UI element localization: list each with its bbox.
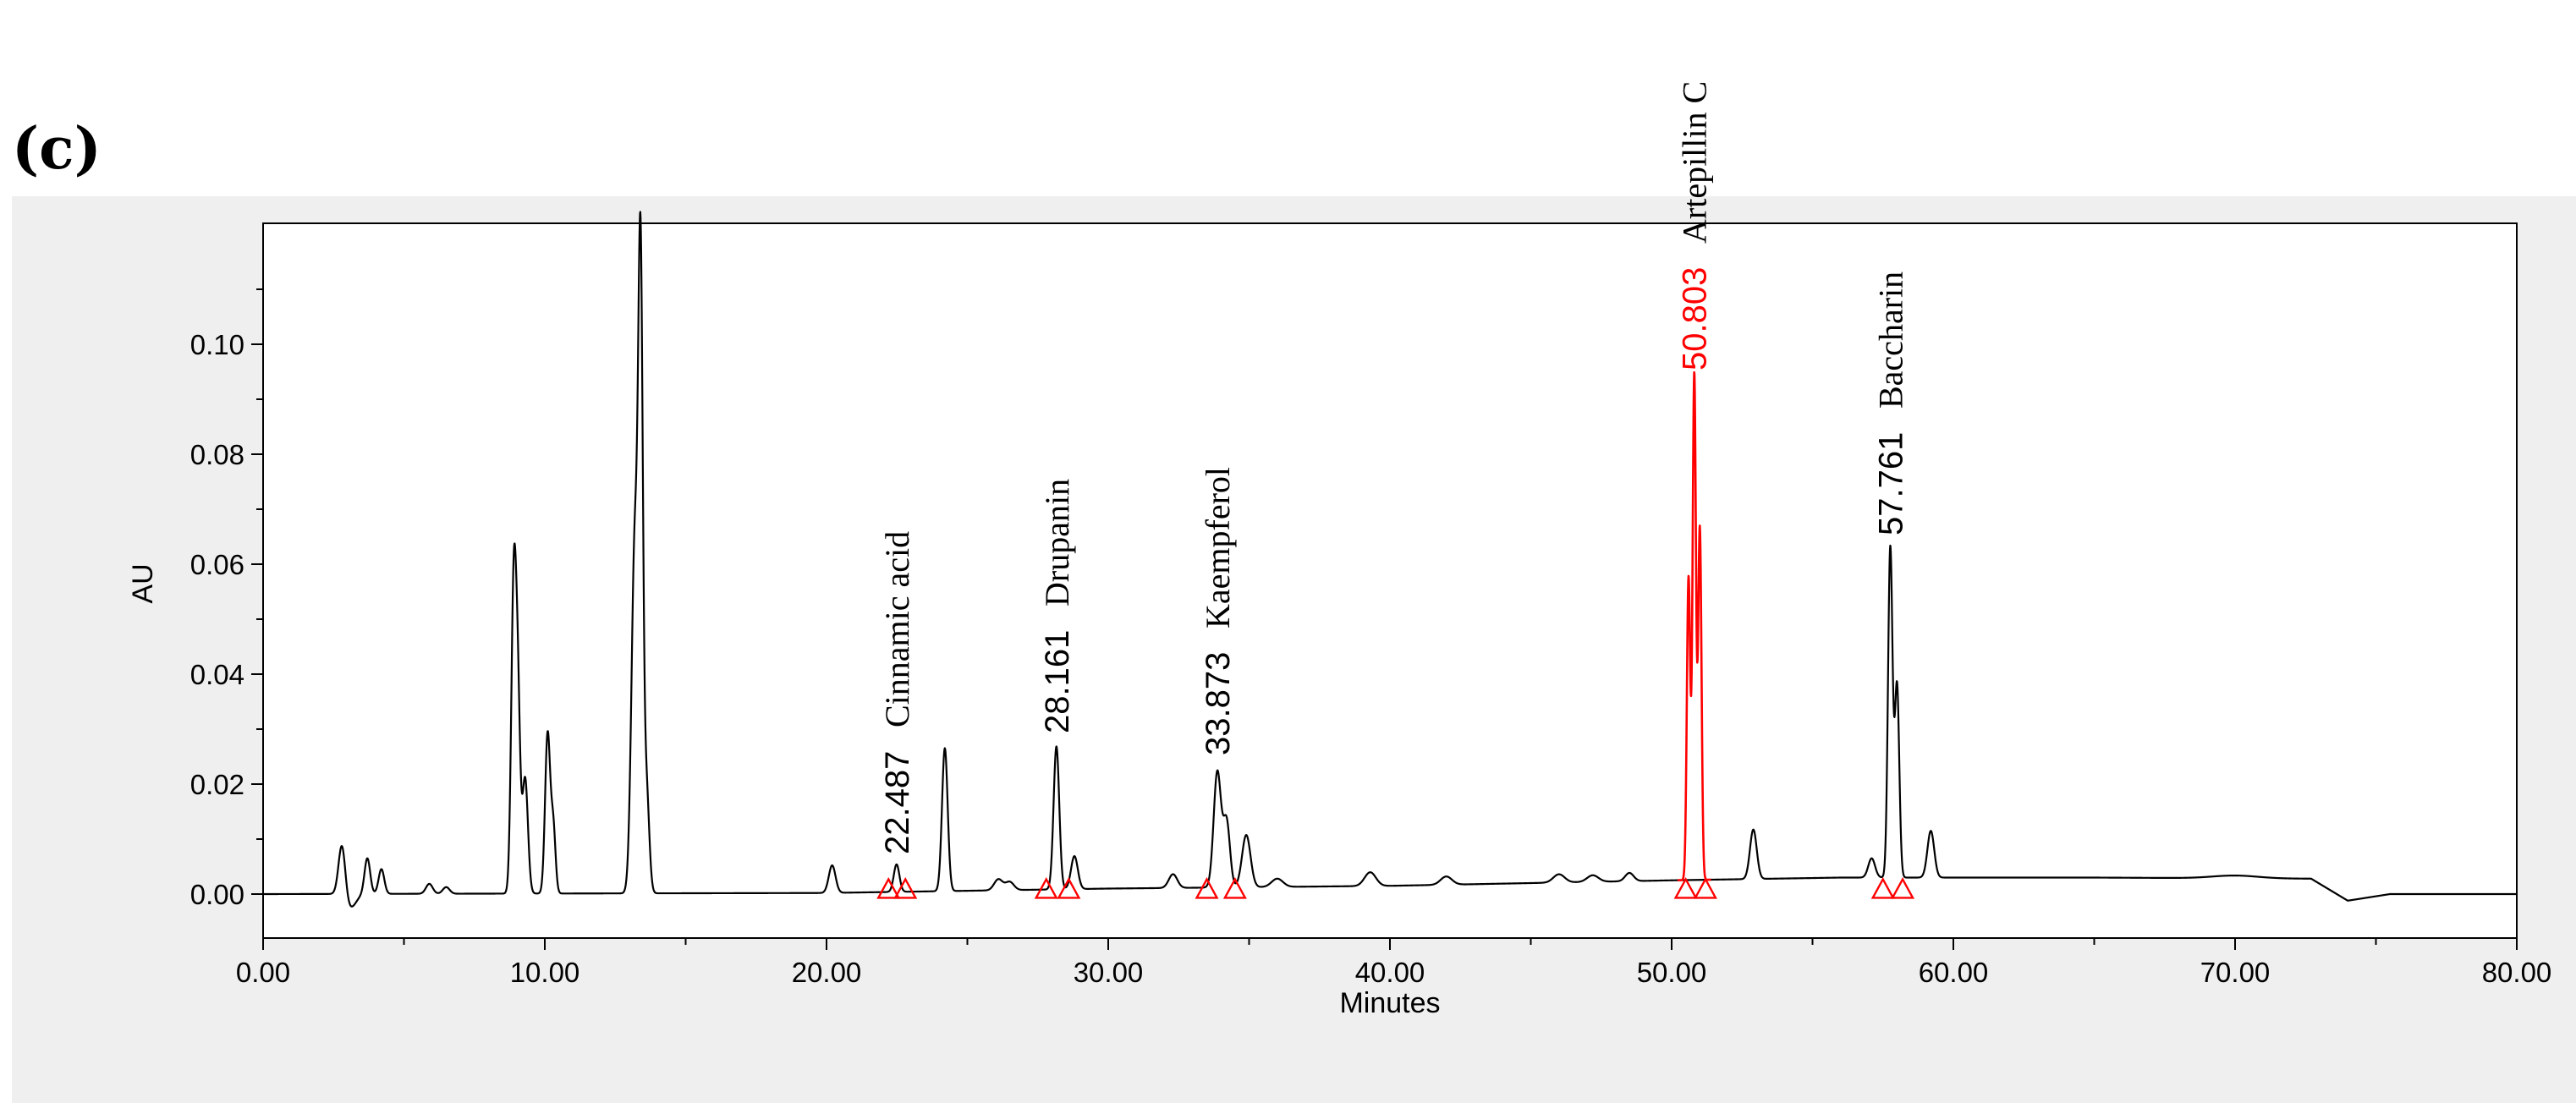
- y-tick-label: 0.06: [190, 549, 244, 580]
- x-tick-label: 30.00: [1074, 957, 1144, 988]
- peak-annotation: 33.873 Kaempferol: [1195, 467, 1247, 899]
- peak-compound-name: Baccharin: [1871, 272, 1909, 409]
- peak-compound-name: Cinnamic acid: [878, 531, 916, 727]
- panel-label: (c): [12, 115, 102, 183]
- y-axis-title: AU: [127, 563, 159, 603]
- chromatogram-trace: [262, 211, 2518, 908]
- peak-retention-time: 33.873: [1200, 652, 1237, 755]
- x-tick-label: 0.00: [236, 957, 290, 988]
- peak-annotation: 28.161 Drupanin: [1034, 479, 1081, 899]
- y-tick-label: 0.02: [190, 769, 244, 800]
- integration-marker: [893, 876, 918, 899]
- y-tick-label: 0.08: [190, 439, 244, 470]
- peak-annotation: 57.761 Baccharin: [1870, 272, 1915, 899]
- integration-marker: [1222, 876, 1247, 899]
- peak-annotation: 22.487 Cinnamic acid: [876, 531, 918, 899]
- y-tick-label: 0.10: [190, 329, 244, 360]
- peak-retention-time: 57.761: [1872, 432, 1909, 535]
- axis-ticks: 0.00 10.00 20.00 30.00 40.00 50.00 60.00 70.00 8…: [190, 288, 2552, 988]
- peak-annotations: 22.487 Cinnamic acid 28.161 Drupanin 33.873 K…: [876, 81, 1915, 899]
- x-tick-label: 70.00: [2200, 957, 2271, 988]
- integration-marker: [1195, 876, 1219, 899]
- x-tick-label: 10.00: [510, 957, 580, 988]
- integration-marker: [1034, 876, 1058, 899]
- peak-compound-name: Artepillin C: [1676, 81, 1714, 244]
- peak-retention-time: 50.803: [1677, 267, 1714, 370]
- y-tick-label: 0.04: [190, 659, 244, 690]
- x-axis-title: Minutes: [1339, 987, 1440, 1019]
- integration-marker: [1673, 876, 1698, 899]
- integration-marker: [1870, 876, 1895, 899]
- peak-compound-name: Drupanin: [1038, 479, 1076, 606]
- peak-compound-name: Kaempferol: [1199, 467, 1237, 628]
- integration-marker: [1693, 876, 1717, 899]
- integration-marker: [1057, 876, 1081, 899]
- peak-annotation: 50.803 Artepillin C: [1673, 81, 1717, 899]
- plot-area: [262, 222, 2518, 939]
- y-tick-label: 0.00: [190, 879, 244, 910]
- peak-retention-time: 22.487: [879, 751, 916, 854]
- integration-marker: [876, 876, 901, 899]
- peak-retention-time: 28.161: [1039, 630, 1076, 733]
- integration-marker: [1891, 876, 1915, 899]
- x-tick-label: 60.00: [1919, 957, 1989, 988]
- x-tick-label: 40.00: [1355, 957, 1425, 988]
- x-tick-label: 20.00: [792, 957, 862, 988]
- x-tick-label: 50.00: [1637, 957, 1707, 988]
- x-tick-label: 80.00: [2482, 957, 2552, 988]
